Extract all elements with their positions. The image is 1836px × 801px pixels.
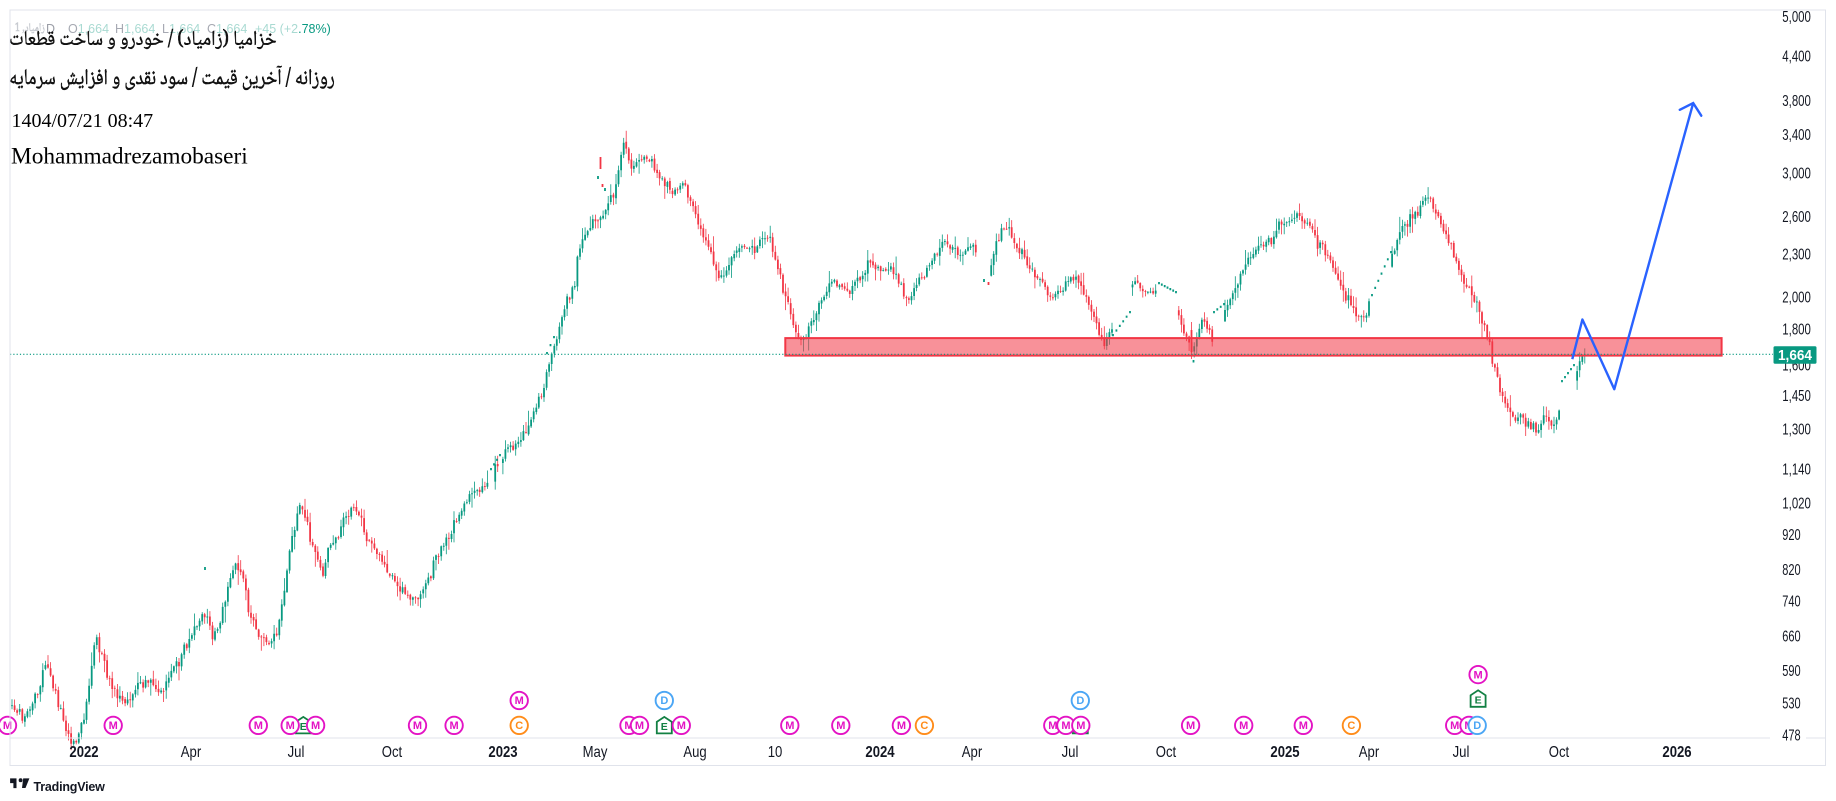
svg-text:M: M bbox=[1076, 720, 1085, 732]
svg-text:2026: 2026 bbox=[1662, 744, 1692, 761]
svg-text:M: M bbox=[677, 720, 686, 732]
svg-text:Oct: Oct bbox=[1156, 744, 1177, 761]
svg-text:M: M bbox=[109, 720, 118, 732]
svg-text:Jul: Jul bbox=[288, 744, 305, 761]
svg-text:2023: 2023 bbox=[488, 744, 518, 761]
svg-text:Oct: Oct bbox=[382, 744, 403, 761]
svg-text:1,664: 1,664 bbox=[1778, 347, 1813, 364]
svg-text:M: M bbox=[1239, 720, 1248, 732]
svg-text:2022: 2022 bbox=[69, 744, 98, 761]
svg-text:478: 478 bbox=[1782, 727, 1800, 744]
svg-text:D: D bbox=[1473, 720, 1481, 732]
svg-text:3,400: 3,400 bbox=[1782, 127, 1811, 144]
svg-text:Jul: Jul bbox=[1453, 744, 1470, 761]
svg-text:D: D bbox=[1076, 695, 1084, 707]
svg-text:1,800: 1,800 bbox=[1782, 322, 1811, 339]
svg-text:4,400: 4,400 bbox=[1782, 48, 1811, 65]
svg-text:C: C bbox=[920, 720, 928, 732]
svg-text:Jul: Jul bbox=[1062, 744, 1079, 761]
svg-text:660: 660 bbox=[1782, 629, 1801, 646]
svg-text:740: 740 bbox=[1782, 594, 1801, 611]
svg-text:M: M bbox=[254, 720, 263, 732]
svg-text:Mohammadrezamobaseri: Mohammadrezamobaseri bbox=[11, 144, 248, 170]
svg-text:M: M bbox=[836, 720, 845, 732]
svg-text:M: M bbox=[413, 720, 422, 732]
svg-text:1404/07/21 08:47: 1404/07/21 08:47 bbox=[12, 110, 154, 132]
svg-text:M: M bbox=[1299, 720, 1308, 732]
svg-text:Apr: Apr bbox=[962, 744, 982, 761]
svg-text:M: M bbox=[3, 720, 12, 732]
svg-text:D: D bbox=[660, 695, 668, 707]
svg-text:10: 10 bbox=[768, 744, 783, 761]
svg-text:2,000: 2,000 bbox=[1782, 290, 1811, 307]
svg-text:M: M bbox=[1061, 720, 1070, 732]
svg-text:2,600: 2,600 bbox=[1782, 209, 1811, 226]
svg-text:Apr: Apr bbox=[1359, 744, 1379, 761]
svg-text:M: M bbox=[897, 720, 906, 732]
svg-text:530: 530 bbox=[1782, 696, 1801, 713]
svg-text:C: C bbox=[1347, 720, 1355, 732]
svg-text:M: M bbox=[635, 720, 644, 732]
svg-text:May: May bbox=[583, 744, 608, 761]
svg-text:920: 920 bbox=[1782, 527, 1801, 544]
svg-text:M: M bbox=[1474, 669, 1483, 681]
svg-text:2024: 2024 bbox=[865, 744, 895, 761]
svg-text:E: E bbox=[300, 721, 307, 733]
svg-text:Oct: Oct bbox=[1549, 744, 1570, 761]
svg-text:E: E bbox=[1475, 694, 1482, 706]
svg-text:Aug: Aug bbox=[683, 744, 706, 761]
svg-text:3,000: 3,000 bbox=[1782, 166, 1811, 183]
svg-text:M: M bbox=[286, 720, 295, 732]
svg-text:M: M bbox=[515, 695, 524, 707]
svg-text:M: M bbox=[311, 720, 320, 732]
svg-text:TradingView: TradingView bbox=[34, 780, 106, 794]
svg-text:M: M bbox=[1450, 720, 1459, 732]
svg-text:M: M bbox=[785, 720, 794, 732]
svg-text:Apr: Apr bbox=[181, 744, 201, 761]
svg-text:1,140: 1,140 bbox=[1782, 461, 1811, 478]
svg-text:1,450: 1,450 bbox=[1782, 388, 1811, 405]
svg-text:590: 590 bbox=[1782, 663, 1801, 680]
svg-text:C: C bbox=[515, 720, 523, 732]
svg-text:2,300: 2,300 bbox=[1782, 247, 1811, 264]
svg-text:M: M bbox=[1048, 720, 1057, 732]
svg-text:E: E bbox=[661, 721, 668, 733]
svg-text:820: 820 bbox=[1782, 562, 1801, 579]
svg-text:1,300: 1,300 bbox=[1782, 421, 1811, 438]
svg-text:M: M bbox=[1186, 720, 1195, 732]
svg-text:5,000: 5,000 bbox=[1782, 9, 1811, 26]
svg-text:2025: 2025 bbox=[1270, 744, 1300, 761]
svg-text:M: M bbox=[450, 720, 459, 732]
svg-text:1,020: 1,020 bbox=[1782, 496, 1811, 513]
svg-text:3,800: 3,800 bbox=[1782, 93, 1811, 110]
svg-text:M: M bbox=[624, 720, 633, 732]
